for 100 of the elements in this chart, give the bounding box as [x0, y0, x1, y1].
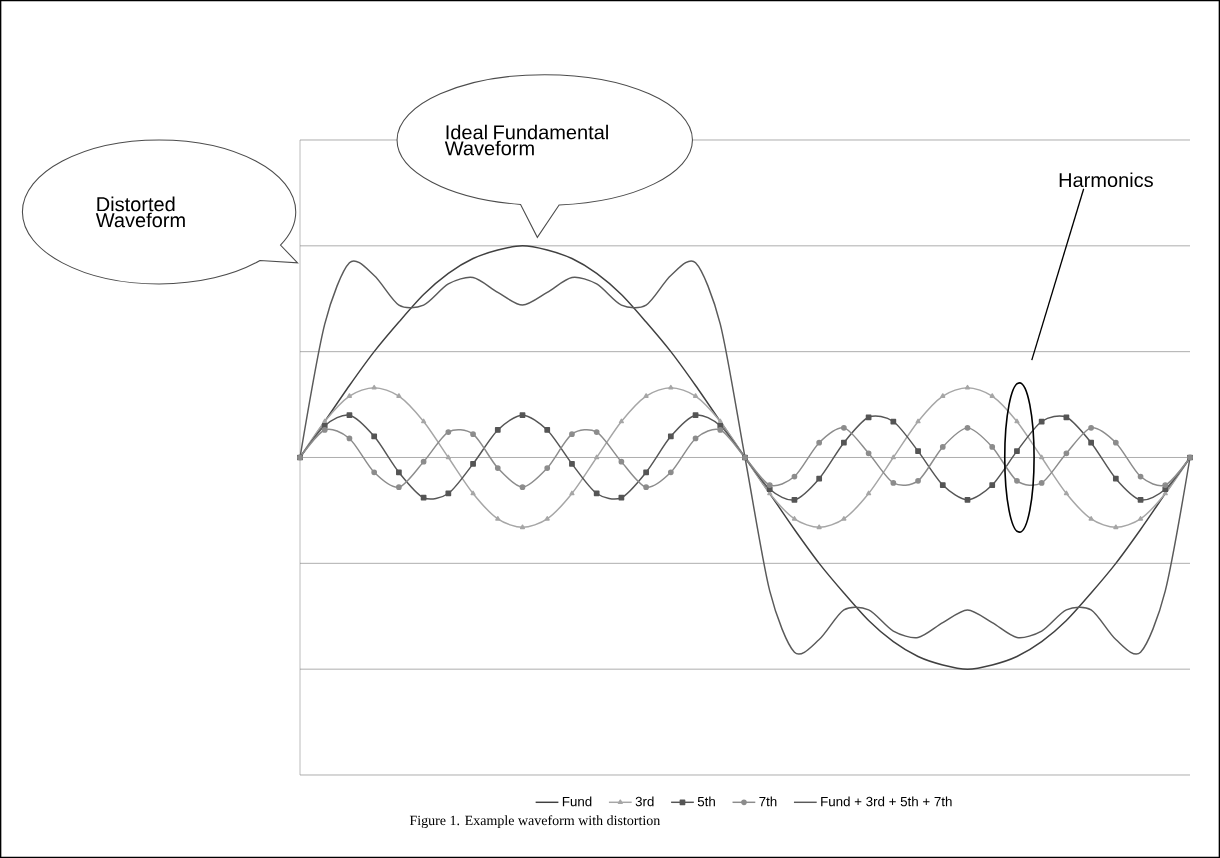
point: [915, 418, 921, 424]
point: [989, 393, 995, 398]
point: [964, 424, 971, 431]
point: [964, 496, 971, 503]
point: [816, 524, 822, 530]
point: [866, 490, 872, 496]
point: [915, 448, 921, 455]
legend-label: Fund: [562, 796, 592, 807]
point: [618, 494, 625, 501]
point: [816, 439, 823, 446]
legend-label: 7th: [759, 796, 777, 807]
legend-label: 3rd: [635, 796, 654, 807]
point: [989, 482, 996, 488]
point: [470, 460, 476, 467]
text: Distorted Waveform: [95, 196, 185, 228]
point: [618, 458, 625, 465]
point: [396, 484, 402, 491]
point: [667, 469, 674, 476]
point: [445, 490, 452, 497]
point: [346, 393, 353, 398]
point: [841, 439, 847, 446]
point: [445, 454, 451, 460]
point: [346, 412, 353, 419]
point: [692, 393, 699, 398]
point: [865, 450, 872, 457]
point: [420, 458, 427, 465]
point: [1063, 490, 1069, 496]
point: [593, 490, 600, 497]
point: [346, 435, 353, 442]
legend-label: 5th: [697, 796, 715, 807]
point: [371, 469, 378, 476]
point: [1088, 424, 1094, 431]
point: [421, 418, 427, 424]
point: [865, 414, 872, 421]
point: [890, 480, 897, 486]
text: Harmonics: [1059, 172, 1153, 188]
point: [940, 393, 946, 398]
point: [890, 454, 896, 460]
point: [643, 393, 649, 398]
point: [791, 473, 798, 480]
point: [1014, 418, 1020, 424]
point: [1162, 482, 1169, 488]
point: [321, 427, 328, 433]
point: [1088, 439, 1094, 446]
point: [939, 444, 946, 450]
point: [618, 418, 624, 424]
point: [494, 465, 501, 471]
point: [494, 427, 501, 433]
point: [791, 516, 798, 521]
point: [841, 516, 847, 521]
point: [692, 412, 699, 419]
point: [915, 477, 921, 484]
point: [989, 444, 996, 450]
point: [445, 429, 452, 435]
point: [692, 435, 699, 442]
point: [544, 427, 551, 433]
point: [1063, 414, 1070, 421]
point: [643, 469, 649, 476]
point: [668, 384, 674, 390]
text: Ideal Fundamental Waveform: [444, 124, 608, 156]
point: [396, 393, 402, 398]
point: [964, 384, 971, 390]
point: [1039, 454, 1045, 460]
point: [1014, 448, 1020, 455]
point: [322, 418, 328, 424]
point: [1137, 516, 1144, 521]
point: [544, 516, 550, 521]
point: [791, 496, 798, 503]
point: [519, 524, 526, 530]
point: [371, 384, 377, 390]
caption: Figure 1. Example waveform with distortion: [409, 815, 661, 828]
point: [717, 427, 724, 433]
point: [1088, 516, 1094, 521]
point: [841, 424, 847, 431]
point: [816, 475, 823, 482]
point: [643, 484, 649, 491]
point: [1014, 477, 1020, 484]
point: [717, 418, 723, 424]
point: [593, 429, 600, 435]
point: [594, 454, 600, 460]
legend-label: Fund + 3rd + 5th + 7th: [821, 796, 952, 807]
point: [1137, 473, 1144, 480]
point: [495, 516, 501, 521]
point: [519, 412, 526, 419]
point: [544, 465, 551, 471]
point: [470, 490, 476, 496]
point: [1063, 450, 1070, 457]
point: [1112, 439, 1119, 446]
point: [1113, 524, 1119, 530]
point: [939, 482, 946, 488]
point: [569, 460, 575, 467]
point: [1137, 496, 1144, 503]
point: [1038, 418, 1045, 425]
point: [420, 494, 427, 501]
point: [569, 431, 575, 438]
point: [396, 469, 402, 476]
point: [766, 482, 773, 488]
point: [371, 433, 378, 440]
point: [519, 484, 526, 491]
point: [569, 490, 575, 496]
